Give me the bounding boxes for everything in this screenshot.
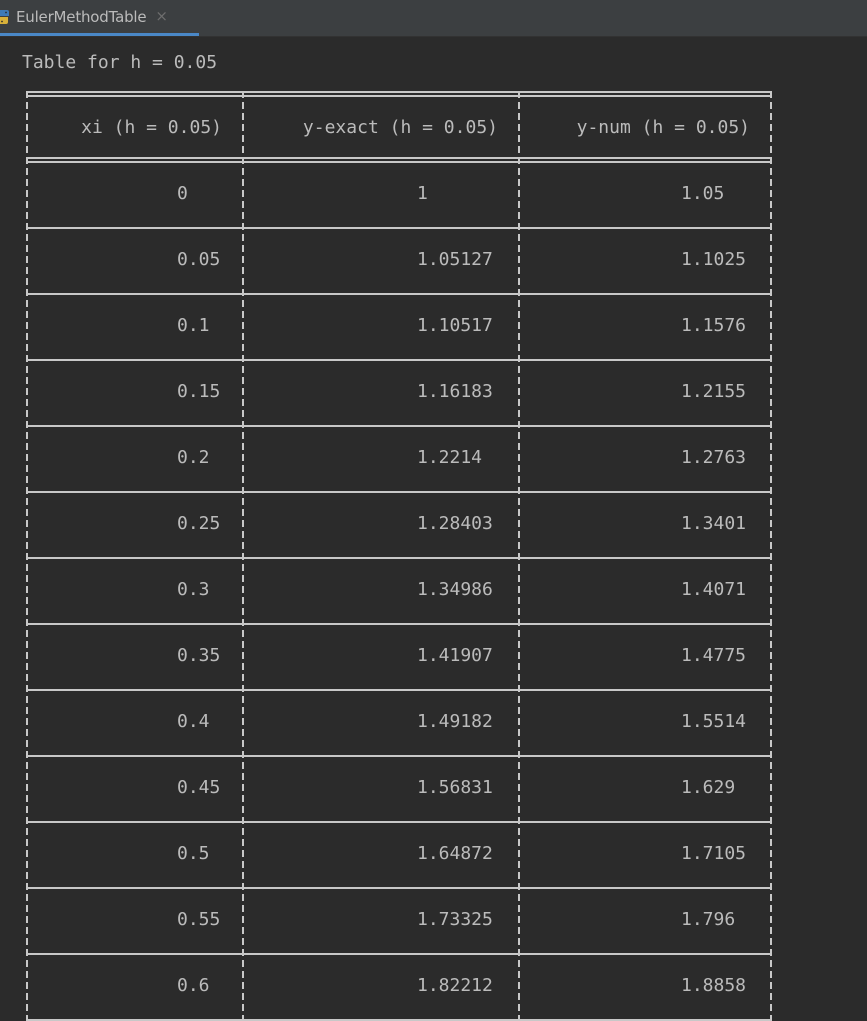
table-cell: 1.16183 <box>417 381 493 402</box>
row-separator <box>26 491 772 493</box>
table-cell: 0.3 <box>177 579 210 600</box>
row-separator <box>26 227 772 229</box>
table-cell: 1.3401 <box>681 513 747 534</box>
table-heading: Table for h = 0.05 <box>22 52 218 73</box>
table-cell: 1.629 <box>681 777 736 798</box>
table-cell: 1.2763 <box>681 447 747 468</box>
python-file-icon <box>0 9 10 25</box>
row-separator <box>26 689 772 691</box>
table-cell: 1.5514 <box>681 711 747 732</box>
row-separator <box>26 293 772 295</box>
tab-euler-method-table[interactable]: EulerMethodTable × <box>0 0 199 36</box>
row-separator <box>26 821 772 823</box>
table-cell: 1.8858 <box>681 975 747 996</box>
table-cell: 1.49182 <box>417 711 493 732</box>
table-cell: 0.4 <box>177 711 210 732</box>
table-cell: 1.10517 <box>417 315 493 336</box>
table-cell: 0.25 <box>177 513 221 534</box>
row-separator <box>26 953 772 955</box>
column-border-2 <box>518 91 520 1021</box>
column-header: xi (h = 0.05) <box>81 117 222 138</box>
table-cell: 0.1 <box>177 315 210 336</box>
table-cell: 0.35 <box>177 645 221 666</box>
table-cell: 1.1025 <box>681 249 747 270</box>
table-cell: 1.73325 <box>417 909 493 930</box>
table-cell: 1.41907 <box>417 645 493 666</box>
table-cell: 0.05 <box>177 249 221 270</box>
header-separator-inner <box>26 161 772 163</box>
table-cell: 0.45 <box>177 777 221 798</box>
header-separator <box>26 157 772 159</box>
row-separator <box>26 557 772 559</box>
column-header: y-num (h = 0.05) <box>576 117 750 138</box>
tab-title: EulerMethodTable <box>16 7 147 26</box>
run-console-output: Table for h = 0.05 xi (h = 0.05) y-exact … <box>0 37 867 1021</box>
row-separator <box>26 425 772 427</box>
table-cell: 0 <box>177 183 188 204</box>
close-icon[interactable]: × <box>155 7 168 25</box>
table-cell: 1.28403 <box>417 513 493 534</box>
table-cell: 0.15 <box>177 381 221 402</box>
table-cell: 1.1576 <box>681 315 747 336</box>
column-border-3 <box>770 91 772 1021</box>
table-cell: 1.64872 <box>417 843 493 864</box>
table-cell: 1.2214 <box>417 447 483 468</box>
table-cell: 1.796 <box>681 909 736 930</box>
table-cell: 1.34986 <box>417 579 493 600</box>
row-separator <box>26 887 772 889</box>
editor-tab-bar: EulerMethodTable × <box>0 0 867 37</box>
table-cell: 0.55 <box>177 909 221 930</box>
row-separator <box>26 623 772 625</box>
table-cell: 1.82212 <box>417 975 493 996</box>
column-border-1 <box>242 91 244 1021</box>
table-cell: 1.2155 <box>681 381 747 402</box>
table-cell: 1.4775 <box>681 645 747 666</box>
table-cell: 0.2 <box>177 447 210 468</box>
row-separator <box>26 755 772 757</box>
table-cell: 0.5 <box>177 843 210 864</box>
table-top-border-inner <box>26 95 772 97</box>
table-cell: 1.05127 <box>417 249 493 270</box>
table-top-border <box>26 91 772 93</box>
column-border-0 <box>26 91 28 1021</box>
table-cell: 1.7105 <box>681 843 747 864</box>
table-cell: 1.4071 <box>681 579 747 600</box>
table-cell: 1 <box>417 183 428 204</box>
column-header: y-exact (h = 0.05) <box>302 117 498 138</box>
row-separator <box>26 359 772 361</box>
table-cell: 1.05 <box>681 183 725 204</box>
table-cell: 0.6 <box>177 975 210 996</box>
table-cell: 1.56831 <box>417 777 493 798</box>
